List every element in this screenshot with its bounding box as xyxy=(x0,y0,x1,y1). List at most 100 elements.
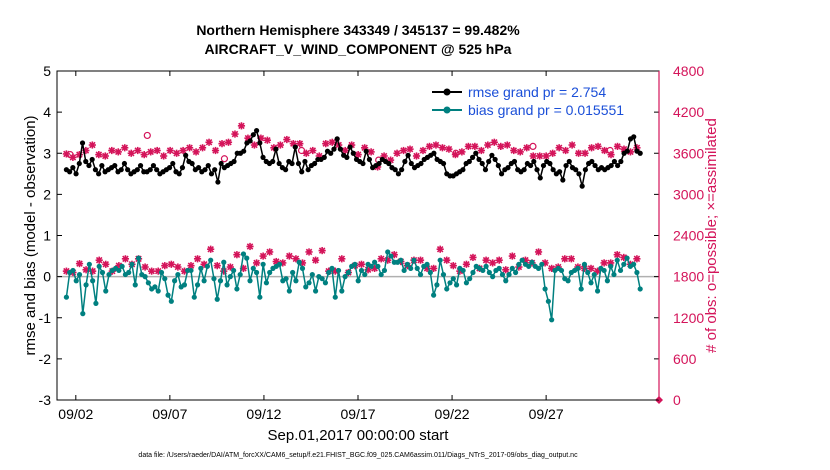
obs-asterisk-stroke xyxy=(588,144,595,152)
obs-asterisk-stroke xyxy=(600,259,608,267)
rmse-series-point xyxy=(137,162,144,169)
obs-count-marker xyxy=(108,146,116,155)
obs-asterisk-stroke xyxy=(205,139,213,146)
rmse-series-point xyxy=(476,156,482,163)
bias-series-point xyxy=(263,280,270,286)
obs-asterisk-stroke xyxy=(76,260,83,267)
obs-asterisk-stroke xyxy=(413,152,420,160)
obs-asterisk-stroke xyxy=(516,148,524,156)
obs-count-marker xyxy=(95,151,103,159)
bias-series-point xyxy=(611,271,617,278)
obs-count-marker xyxy=(581,149,589,157)
obs-asterisk-stroke xyxy=(121,144,129,152)
right-axis-tick-label: 600 xyxy=(673,351,697,367)
obs-asterisk-stroke xyxy=(393,149,401,157)
rmse-series-point xyxy=(637,150,643,156)
obs-asterisk-stroke xyxy=(535,248,542,256)
obs-possible-marker xyxy=(297,146,306,155)
left-axis-tick-label: 5 xyxy=(43,63,51,79)
obs-count-marker xyxy=(305,248,313,256)
obs-count-marker xyxy=(502,266,510,274)
obs-count-marker xyxy=(185,144,194,152)
rmse-series-point xyxy=(83,158,89,165)
bias-series-point xyxy=(99,269,106,276)
obs-count-marker xyxy=(508,252,516,260)
obs-count-marker xyxy=(140,151,148,159)
obs-asterisk-stroke xyxy=(187,262,195,269)
obs-count-marker xyxy=(399,146,408,155)
bias-series-point xyxy=(247,278,253,284)
obs-count-marker xyxy=(516,148,524,156)
obs-count-marker xyxy=(224,138,233,146)
bias-series-point xyxy=(614,257,620,263)
obs-count-marker xyxy=(193,255,202,263)
obs-asterisk-stroke xyxy=(555,144,563,152)
bias-series-point xyxy=(565,278,571,284)
obs-asterisk-stroke xyxy=(231,130,239,138)
rmse-series-point xyxy=(176,171,182,177)
bias-series-point xyxy=(208,257,214,263)
obs-count-marker xyxy=(443,256,451,264)
obs-asterisk-stroke xyxy=(194,255,201,263)
rmse-series-point xyxy=(260,154,266,160)
obs-asterisk-stroke xyxy=(322,140,330,147)
bias-series-point xyxy=(526,263,532,269)
rmse-series-point xyxy=(582,167,588,173)
bias-series-point xyxy=(201,278,207,284)
obs-asterisk-stroke xyxy=(102,261,110,268)
obs-asterisk-stroke xyxy=(227,263,234,271)
obs-asterisk-stroke xyxy=(174,263,182,271)
rmse-series-point xyxy=(350,150,356,156)
rmse-series-point xyxy=(492,156,498,163)
rmse-series-point xyxy=(386,160,392,167)
rmse-series-point xyxy=(331,146,337,152)
bias-series-point xyxy=(293,278,299,284)
bias-series-point xyxy=(414,265,420,271)
obs-count-marker xyxy=(192,148,200,156)
bias-series-point xyxy=(198,265,204,271)
rmse-series-point xyxy=(299,169,305,175)
rmse-series-point xyxy=(589,158,595,165)
bias-series-point xyxy=(339,288,345,294)
rmse-series-point xyxy=(392,167,398,173)
rmse-series-point xyxy=(334,136,340,142)
obs-asterisk-stroke xyxy=(233,251,241,258)
obs-count-marker xyxy=(121,144,129,152)
obs-asterisk-stroke xyxy=(200,261,208,268)
obs-count-marker xyxy=(198,144,207,152)
bias-series-point xyxy=(404,261,410,267)
bias-series-point xyxy=(86,261,92,267)
obs-asterisk-stroke xyxy=(69,154,77,161)
x-axis-tick-label: 09/02 xyxy=(58,406,93,422)
obs-asterisk-stroke xyxy=(186,144,193,152)
rmse-series-point xyxy=(134,167,140,173)
obs-count-marker xyxy=(633,255,641,263)
right-axis-tick-label: 0 xyxy=(673,392,681,408)
obs-asterisk-stroke xyxy=(192,148,200,156)
obs-count-marker xyxy=(462,260,471,268)
rmse-series-point xyxy=(257,140,263,146)
obs-asterisk-stroke xyxy=(484,141,492,149)
rmse-series-point xyxy=(166,165,173,171)
bias-series-point xyxy=(299,265,306,271)
obs-asterisk-stroke xyxy=(240,265,247,272)
rmse-series-point xyxy=(511,158,518,165)
obs-asterisk-stroke xyxy=(318,247,326,254)
x-axis-tick-label: 09/22 xyxy=(435,406,470,422)
left-axis-tick-label: 0 xyxy=(43,269,51,285)
bias-series-point xyxy=(231,267,237,274)
obs-asterisk-stroke xyxy=(587,265,595,272)
rmse-series-point xyxy=(96,171,102,177)
rmse-series-point xyxy=(402,158,408,165)
obs-asterisk-stroke xyxy=(614,143,621,150)
bias-series-point xyxy=(512,269,519,276)
bias-series-point xyxy=(496,265,502,271)
left-axis-tick-label: -1 xyxy=(39,310,52,326)
obs-asterisk-stroke xyxy=(272,258,280,265)
obs-count-marker xyxy=(231,130,239,138)
obs-count-marker xyxy=(213,262,221,270)
obs-asterisk-stroke xyxy=(529,152,537,160)
x-axis-tick-label: 09/12 xyxy=(246,406,281,422)
rmse-series-point xyxy=(560,177,566,183)
obs-count-marker xyxy=(562,146,570,155)
